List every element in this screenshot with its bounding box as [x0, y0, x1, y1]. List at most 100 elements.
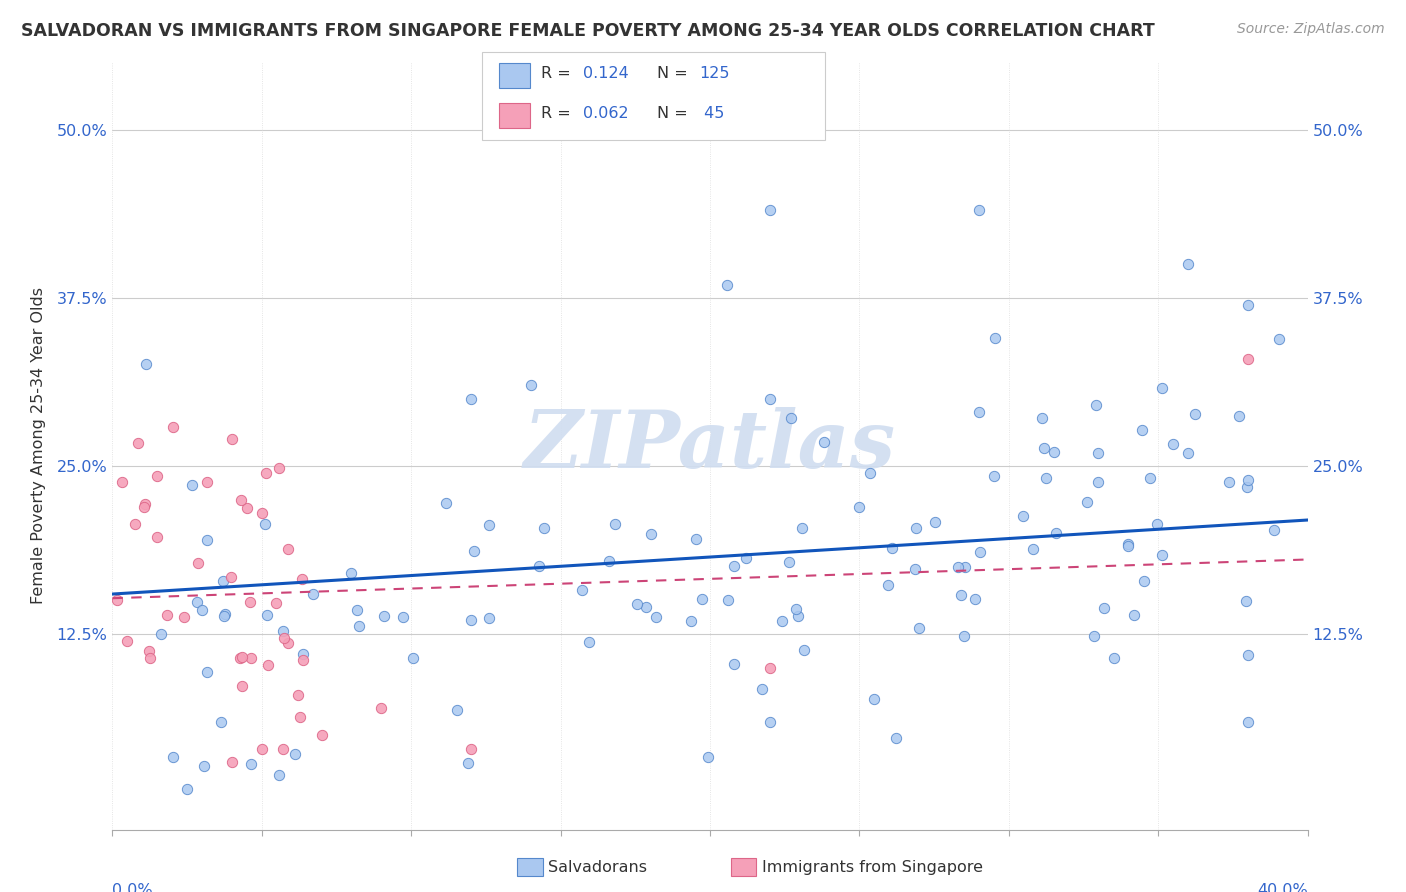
Point [146, 530, 169, 544]
Text: SALVADORAN VS IMMIGRANTS FROM SINGAPORE FEMALE POVERTY AMONG 25-34 YEAR OLDS COR: SALVADORAN VS IMMIGRANTS FROM SINGAPORE … [21, 22, 1154, 40]
Point [173, 609, 195, 624]
Point [209, 714, 232, 729]
Point [273, 624, 295, 638]
Point [231, 679, 253, 693]
Point [967, 203, 990, 218]
Point [1152, 548, 1174, 562]
Point [848, 500, 870, 514]
Point [1237, 648, 1260, 662]
Point [859, 466, 882, 480]
Point [1237, 473, 1260, 487]
Point [287, 688, 309, 702]
Point [186, 595, 208, 609]
Point [256, 658, 278, 673]
Point [221, 433, 243, 447]
Point [626, 597, 648, 611]
Point [145, 469, 167, 483]
Point [690, 591, 713, 606]
Point [1184, 408, 1206, 422]
Point [214, 607, 236, 621]
Point [1150, 381, 1173, 395]
Text: 45: 45 [699, 106, 724, 120]
Point [640, 527, 662, 541]
Point [231, 650, 253, 665]
Point [240, 651, 263, 665]
Point [264, 596, 287, 610]
Point [969, 545, 991, 559]
Point [252, 507, 274, 521]
Point [256, 608, 278, 623]
Point [138, 650, 160, 665]
Point [1237, 298, 1260, 312]
Point [240, 757, 263, 772]
Point [1132, 423, 1154, 437]
Point [291, 653, 314, 667]
Point [191, 603, 214, 617]
Text: 0.0%: 0.0% [112, 883, 153, 892]
Point [1229, 409, 1251, 423]
Point [1022, 542, 1045, 557]
Point [187, 556, 209, 570]
Text: R =: R = [541, 66, 576, 80]
Point [229, 650, 252, 665]
Point [254, 466, 277, 480]
Point [1237, 351, 1260, 366]
Point [301, 587, 323, 601]
Point [533, 520, 555, 534]
Point [250, 741, 273, 756]
Point [793, 643, 815, 657]
Point [734, 551, 756, 566]
Point [983, 469, 1005, 483]
Y-axis label: Female Poverty Among 25-34 Year Olds: Female Poverty Among 25-34 Year Olds [31, 287, 45, 605]
Point [162, 420, 184, 434]
Point [235, 501, 257, 516]
Point [759, 661, 782, 675]
Point [787, 608, 810, 623]
Point [138, 644, 160, 658]
Text: Immigrants from Singapore: Immigrants from Singapore [762, 860, 983, 874]
Point [288, 710, 311, 724]
Text: 125: 125 [699, 66, 730, 80]
Point [1146, 516, 1168, 531]
Point [176, 782, 198, 797]
Point [1218, 475, 1240, 489]
Point [1263, 523, 1285, 537]
Point [723, 657, 745, 671]
Point [1045, 526, 1067, 541]
Point [478, 611, 501, 625]
Point [1116, 539, 1139, 553]
Point [903, 562, 925, 576]
Point [195, 665, 218, 680]
Point [460, 613, 482, 627]
Point [212, 609, 235, 624]
Point [239, 594, 262, 608]
Point [792, 521, 814, 535]
Text: N =: N = [657, 106, 693, 120]
Point [446, 703, 468, 717]
Point [180, 478, 202, 492]
Text: N =: N = [657, 66, 693, 80]
Point [292, 647, 315, 661]
Point [603, 517, 626, 532]
Point [759, 715, 782, 730]
Point [953, 560, 976, 574]
Point [780, 411, 803, 425]
Point [908, 621, 931, 635]
Point [311, 728, 333, 742]
Point [127, 435, 149, 450]
Point [193, 759, 215, 773]
Text: 0.124: 0.124 [583, 66, 630, 80]
Text: Source: ZipAtlas.com: Source: ZipAtlas.com [1237, 22, 1385, 37]
Point [571, 583, 593, 598]
Point [1031, 411, 1053, 425]
Point [460, 741, 482, 756]
Point [1083, 629, 1105, 643]
Point [347, 619, 370, 633]
Point [436, 496, 458, 510]
Point [685, 532, 707, 546]
Point [212, 574, 235, 588]
Point [277, 541, 299, 556]
Point [277, 635, 299, 649]
Point [373, 609, 395, 624]
Point [1132, 574, 1154, 588]
